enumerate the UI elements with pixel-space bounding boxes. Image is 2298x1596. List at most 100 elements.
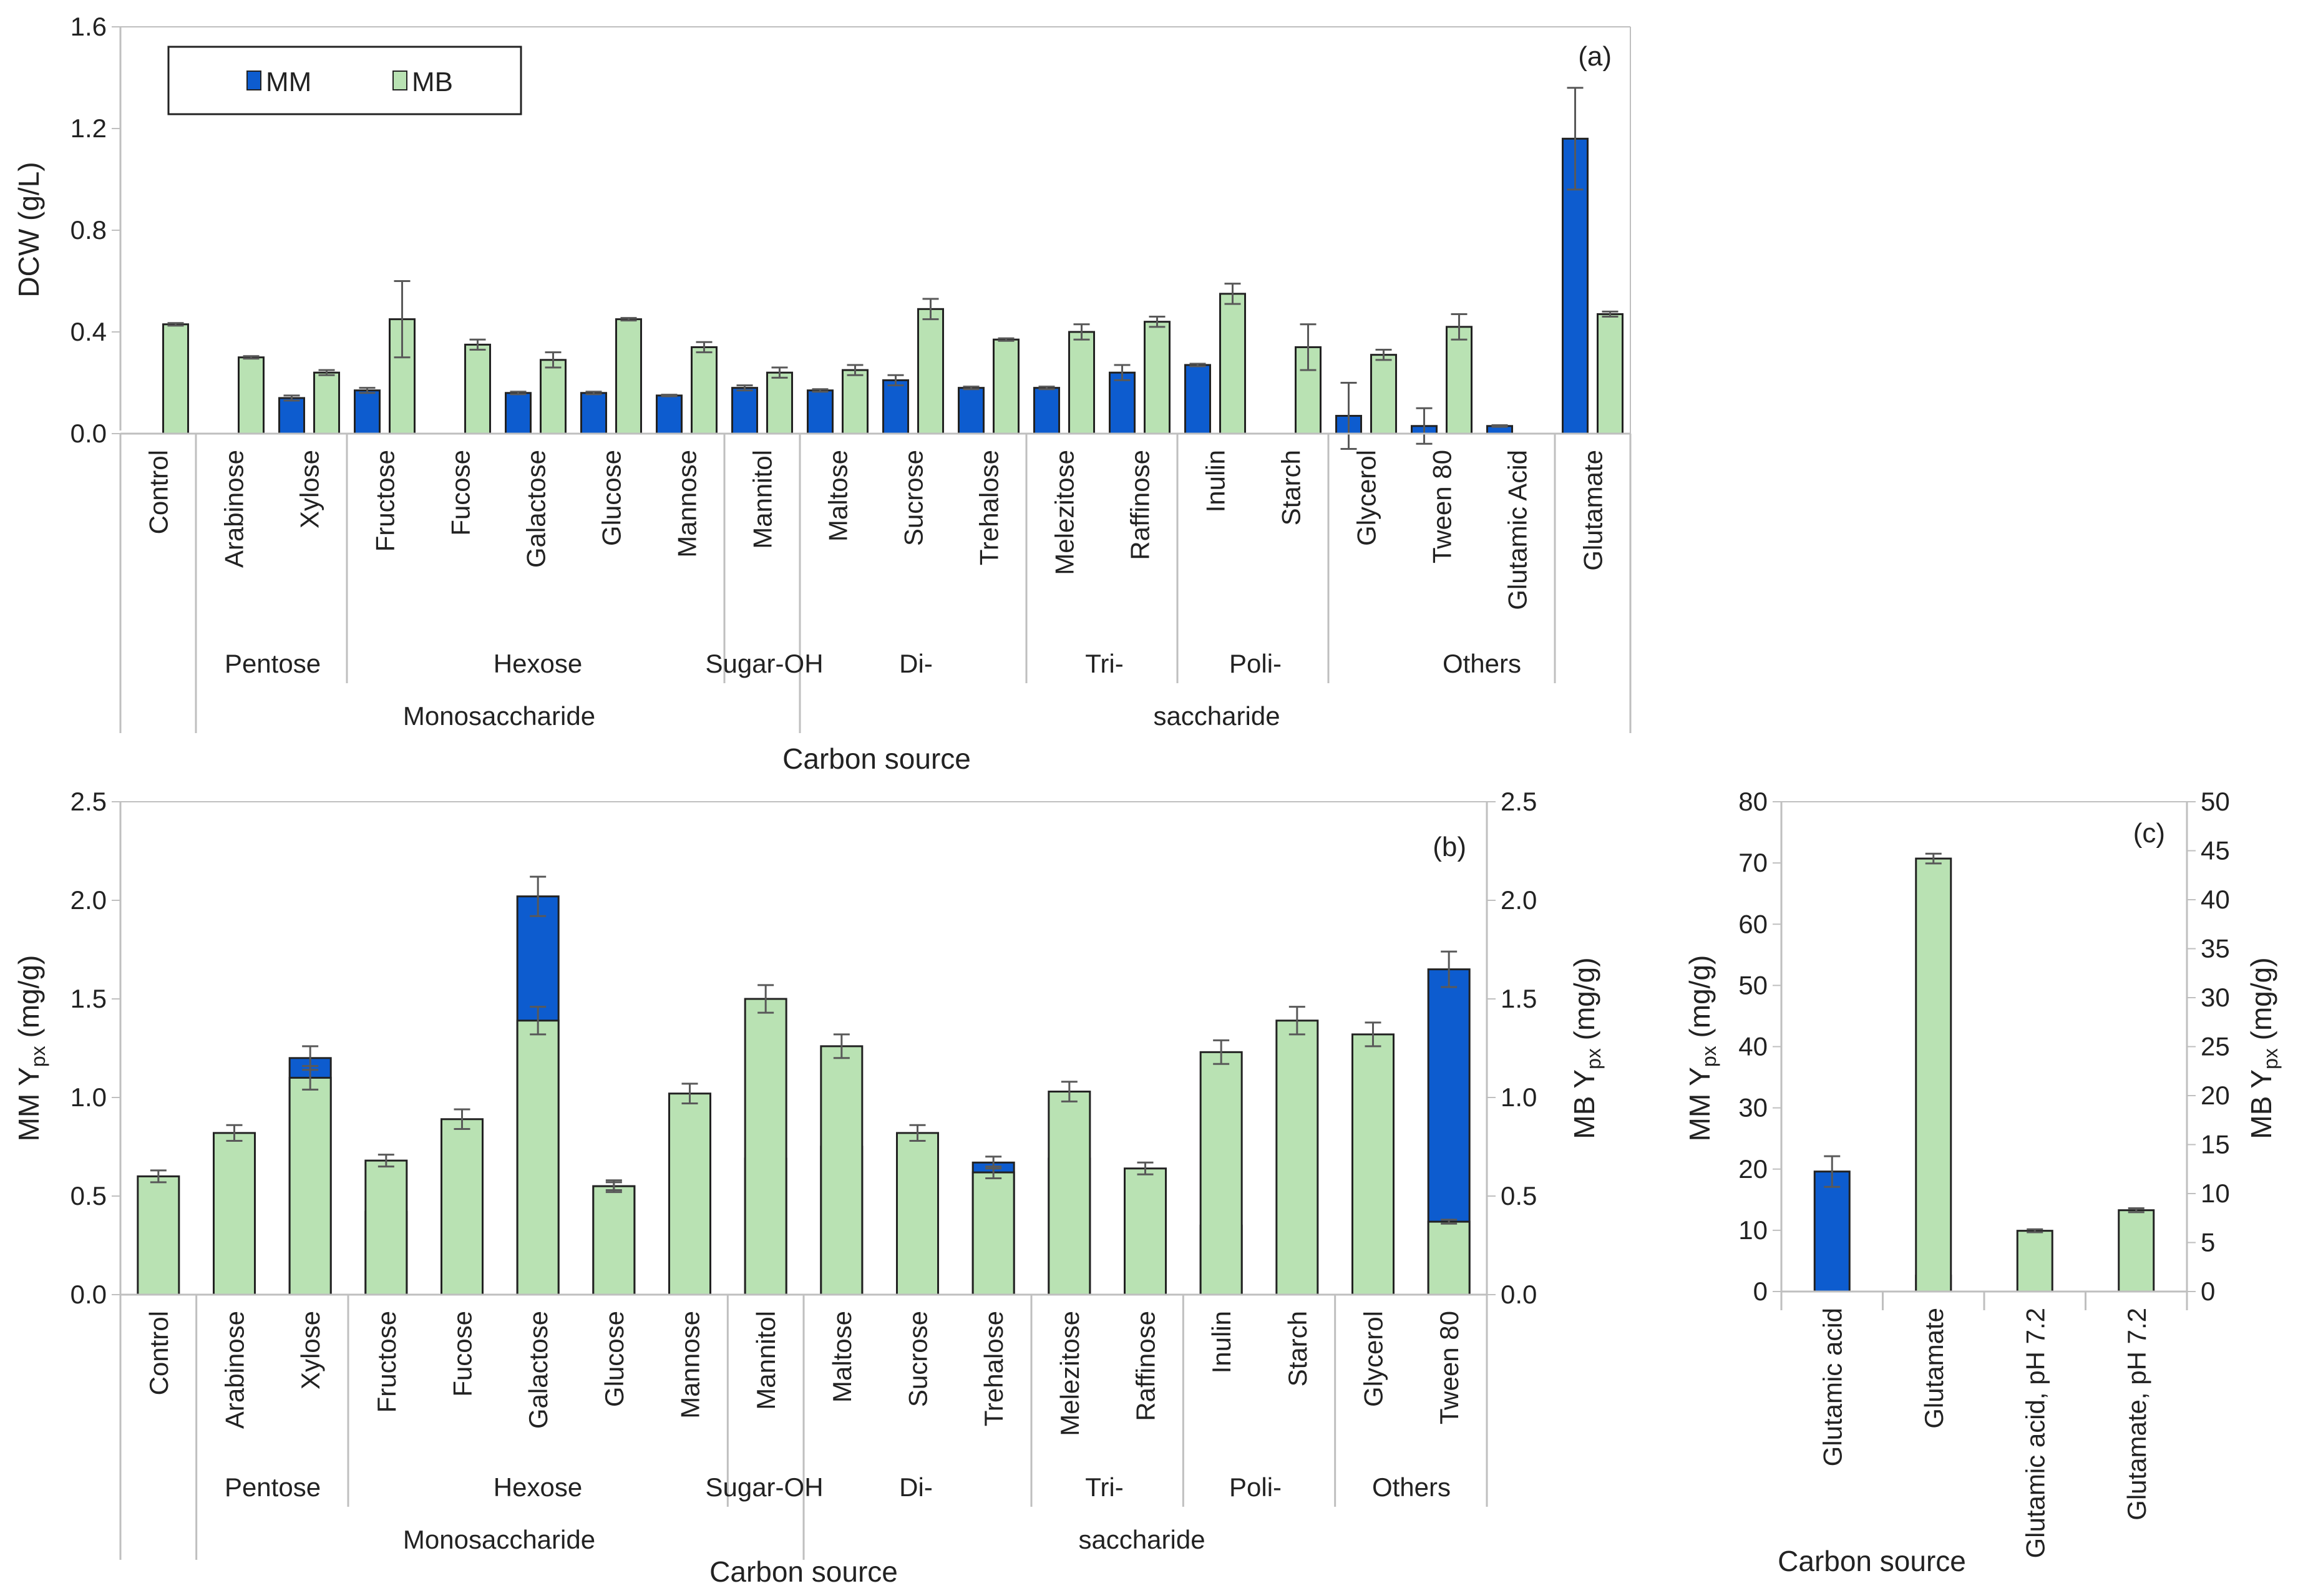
panel-b-category-label: Melezitose: [1055, 1311, 1084, 1436]
panel-a-bar-mb: [1144, 321, 1171, 435]
panel-b-category-label: Inulin: [1207, 1311, 1236, 1373]
panel-a-bar-mb: [766, 371, 793, 435]
panel-b-category-label: Control: [144, 1311, 173, 1395]
panel-a-bar-mb: [540, 359, 567, 435]
panel-a-bar-mm: [1184, 364, 1211, 435]
panel-b-bar-mb: [364, 1159, 408, 1296]
panel-a-category-label: Xylose: [295, 450, 324, 528]
panel-b-category-label: Mannitol: [751, 1311, 781, 1410]
panel-a-bar-mb: [691, 346, 718, 435]
panel-b-bar-mb: [1048, 1091, 1091, 1296]
panel-b-group-label: Tri-: [1085, 1472, 1123, 1502]
panel-c-bar-mm: [1813, 1170, 1851, 1293]
panel-a-supergroup-label: Monosaccharide: [403, 701, 595, 731]
panel-a-bar-mb: [1219, 293, 1246, 435]
panel-b-supergroup-label: Monosaccharide: [403, 1525, 595, 1554]
panel-c-chart: 0 10 20 30 40 50 60 70 80 0 5 10 15 20 25 30 35 40 45 50 G…: [1683, 787, 2282, 1577]
panel-a-category-label: Glycerol: [1352, 450, 1381, 546]
panel-b-bar-mb: [516, 1019, 560, 1296]
panel-a-category-label: Starch: [1277, 450, 1306, 525]
panel-a-category-label: Melezitose: [1050, 450, 1079, 575]
panel-b-y-left-tick-label: 0.5: [71, 1181, 107, 1210]
panel-c-y-right-tick-label: 25: [2201, 1032, 2230, 1061]
panel-a-bar-mm: [807, 389, 834, 435]
panel-b-y-axis-title-right: MB Ypx (mg/g): [1568, 957, 1605, 1139]
panel-a-bar-mb: [993, 338, 1020, 435]
panel-b-group-label: Di-: [899, 1472, 933, 1502]
panel-b-category-label: Glucose: [600, 1311, 629, 1407]
panel-b-y-left-tick-label: 2.0: [71, 885, 107, 915]
panel-b-bar-mb: [441, 1118, 484, 1296]
panel-b-y-right-tick-label: 1.0: [1501, 1083, 1537, 1112]
panel-b-category-label: Starch: [1283, 1311, 1312, 1386]
panel-c-category-label: Glutamic acid, pH 7.2: [2020, 1308, 2050, 1559]
panel-a-group-label: Poli-: [1229, 649, 1282, 678]
panel-c-y-left-tick-label: 0: [1753, 1277, 1768, 1306]
panel-b-category-label: Fucose: [448, 1311, 477, 1397]
panel-a-bar-mm: [354, 389, 381, 435]
panel-a-bar-mm: [1033, 387, 1060, 435]
panel-a-bar-mb: [1370, 354, 1397, 435]
panel-c-y-left-tick-label: 30: [1738, 1093, 1768, 1122]
panel-c-y-right-tick-label: 5: [2201, 1228, 2215, 1257]
panel-a-category-label: Mannitol: [748, 450, 777, 549]
panel-b-category-label: Xylose: [296, 1311, 325, 1389]
panel-b-y-left-tick-label: 0.0: [71, 1280, 107, 1309]
panel-c-y-right-tick-label: 45: [2201, 836, 2230, 865]
panel-b-group-label: Poli-: [1229, 1472, 1282, 1502]
panel-b-y-left-tick-label: 1.5: [71, 984, 107, 1013]
panel-b-supergroup-label: saccharide: [1078, 1525, 1205, 1554]
panel-c-y-right-tick-label: 0: [2201, 1277, 2215, 1306]
panel-a-label: (a): [1578, 41, 1612, 72]
panel-b-category-label: Glycerol: [1359, 1311, 1388, 1407]
panel-b-y-right-tick-label: 2.5: [1501, 787, 1537, 816]
panel-c-y-right-tick-label: 50: [2201, 787, 2230, 816]
panel-b-label: (b): [1433, 832, 1466, 862]
panel-c-category-label: Glutamic acid: [1818, 1308, 1847, 1466]
panel-b-y-axis-title-left: MM Ypx (mg/g): [12, 955, 49, 1142]
panel-c-y-right-tick-label: 20: [2201, 1081, 2230, 1110]
panel-a-category-label: Tween 80: [1428, 450, 1457, 563]
panel-a-category-label: Glutamate: [1579, 450, 1608, 571]
panel-c-category-label: Glutamate, pH 7.2: [2122, 1308, 2151, 1521]
panel-b-category-label: Tween 80: [1434, 1311, 1464, 1424]
panel-a-bar-mm: [580, 392, 607, 435]
panel-c-y-left-tick-label: 40: [1738, 1032, 1768, 1061]
panel-b-category-label: Galactose: [523, 1311, 553, 1429]
panel-b-y-right-tick-label: 2.0: [1501, 885, 1537, 915]
panel-a-bar-mb: [1446, 326, 1473, 435]
panel-b-bar-mb: [896, 1132, 939, 1296]
panel-b-y-right-tick-label: 1.5: [1501, 984, 1537, 1013]
panel-a-group-label: Pentose: [225, 649, 321, 678]
panel-a-bar-mb: [615, 318, 642, 435]
panel-b-bar-mb: [1275, 1019, 1319, 1296]
panel-a-category-label: Arabinose: [220, 450, 249, 568]
panel-a-bar-mm: [731, 387, 758, 435]
panel-b-bar-mb: [820, 1045, 864, 1296]
panel-c-y-right-tick-label: 40: [2201, 885, 2230, 914]
panel-b-bar-mb: [137, 1175, 180, 1296]
panel-c-y-left-tick-label: 80: [1738, 787, 1768, 816]
legend-swatch-mb: [392, 71, 407, 90]
panel-c-y-axis-title-right: MB Ypx (mg/g): [2245, 957, 2282, 1139]
panel-a-bar-mb: [464, 343, 491, 435]
panel-a-bar-mm: [958, 387, 985, 435]
panel-b-bar-mb: [744, 998, 787, 1296]
panel-c-y-axis-title-left: MM Ypx (mg/g): [1683, 955, 1720, 1142]
panel-a-bar-mm: [505, 392, 532, 435]
panel-a-category-label: Inulin: [1201, 450, 1230, 512]
panel-a-group-label: Di-: [899, 649, 933, 678]
panel-a-category-label: Maltose: [824, 450, 853, 542]
panel-a-category-label: Sucrose: [899, 450, 928, 546]
panel-c-y-right-tick-label: 15: [2201, 1130, 2230, 1159]
panel-a-bar-mb: [1068, 331, 1095, 435]
panel-b-bar-mb: [1199, 1051, 1243, 1296]
panel-a-category-label: Mannose: [673, 450, 702, 558]
panel-b-group-label: Hexose: [494, 1472, 582, 1502]
panel-a-category-label: Glutamic Acid: [1503, 450, 1532, 610]
panel-a-bar-mm: [278, 397, 305, 435]
panel-c-label: (c): [2133, 818, 2165, 849]
panel-b-category-label: Raffinose: [1131, 1311, 1161, 1421]
panel-c-y-left-tick-label: 60: [1738, 909, 1768, 938]
